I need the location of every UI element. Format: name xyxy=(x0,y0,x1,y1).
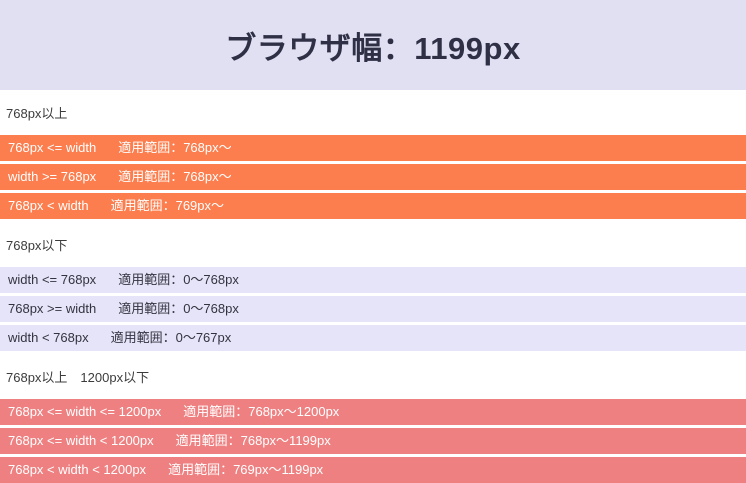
section-min-width: 768px以上 768px <= width 適用範囲：768px〜 width… xyxy=(0,90,746,219)
media-query-bar: width >= 768px 適用範囲：768px〜 xyxy=(0,164,746,190)
range-text: 適用範囲：769px〜 xyxy=(110,198,225,213)
condition-text: width >= 768px xyxy=(8,169,97,184)
media-query-bar: 768px <= width <= 1200px 適用範囲：768px〜1200… xyxy=(0,399,746,425)
media-query-bar: 768px <= width < 1200px 適用範囲：768px〜1199p… xyxy=(0,428,746,454)
media-query-bar: 768px < width < 1200px 適用範囲：769px〜1199px xyxy=(0,457,746,483)
range-text: 適用範囲：0〜768px xyxy=(118,272,239,287)
section-label: 768px以上 1200px以下 xyxy=(6,370,150,385)
condition-text: 768px < width < 1200px xyxy=(8,462,147,477)
range-text: 適用範囲：768px〜1200px xyxy=(183,404,340,419)
condition-text: 768px < width xyxy=(8,198,89,213)
media-query-bar: width <= 768px 適用範囲：0〜768px xyxy=(0,267,746,293)
section-label: 768px以下 xyxy=(6,238,68,253)
media-query-bar: 768px <= width 適用範囲：768px〜 xyxy=(0,135,746,161)
media-query-demo: 768px以上 768px <= width 適用範囲：768px〜 width… xyxy=(0,90,746,483)
condition-text: 768px <= width < 1200px xyxy=(8,433,154,448)
condition-text: width < 768px xyxy=(8,330,89,345)
condition-text: width <= 768px xyxy=(8,272,97,287)
section-range-width: 768px以上 1200px以下 768px <= width <= 1200p… xyxy=(0,354,746,483)
range-text: 適用範囲：0〜768px xyxy=(118,301,239,316)
range-text: 適用範囲：768px〜 xyxy=(118,169,232,184)
media-query-bar: width < 768px 適用範囲：0〜767px xyxy=(0,325,746,351)
media-query-bar: 768px >= width 適用範囲：0〜768px xyxy=(0,296,746,322)
range-text: 適用範囲：768px〜 xyxy=(118,140,232,155)
browser-width-banner: ブラウザ幅：1199px xyxy=(0,0,746,90)
range-text: 適用範囲：0〜767px xyxy=(110,330,232,345)
section-max-width: 768px以下 width <= 768px 適用範囲：0〜768px 768p… xyxy=(0,222,746,351)
range-text: 適用範囲：769px〜1199px xyxy=(168,462,324,477)
browser-width-title: ブラウザ幅：1199px xyxy=(225,30,521,66)
condition-text: 768px <= width <= 1200px xyxy=(8,404,162,419)
range-text: 適用範囲：768px〜1199px xyxy=(175,433,331,448)
section-label: 768px以上 xyxy=(6,106,68,121)
condition-text: 768px <= width xyxy=(8,140,97,155)
media-query-bar: 768px < width 適用範囲：769px〜 xyxy=(0,193,746,219)
condition-text: 768px >= width xyxy=(8,301,97,316)
